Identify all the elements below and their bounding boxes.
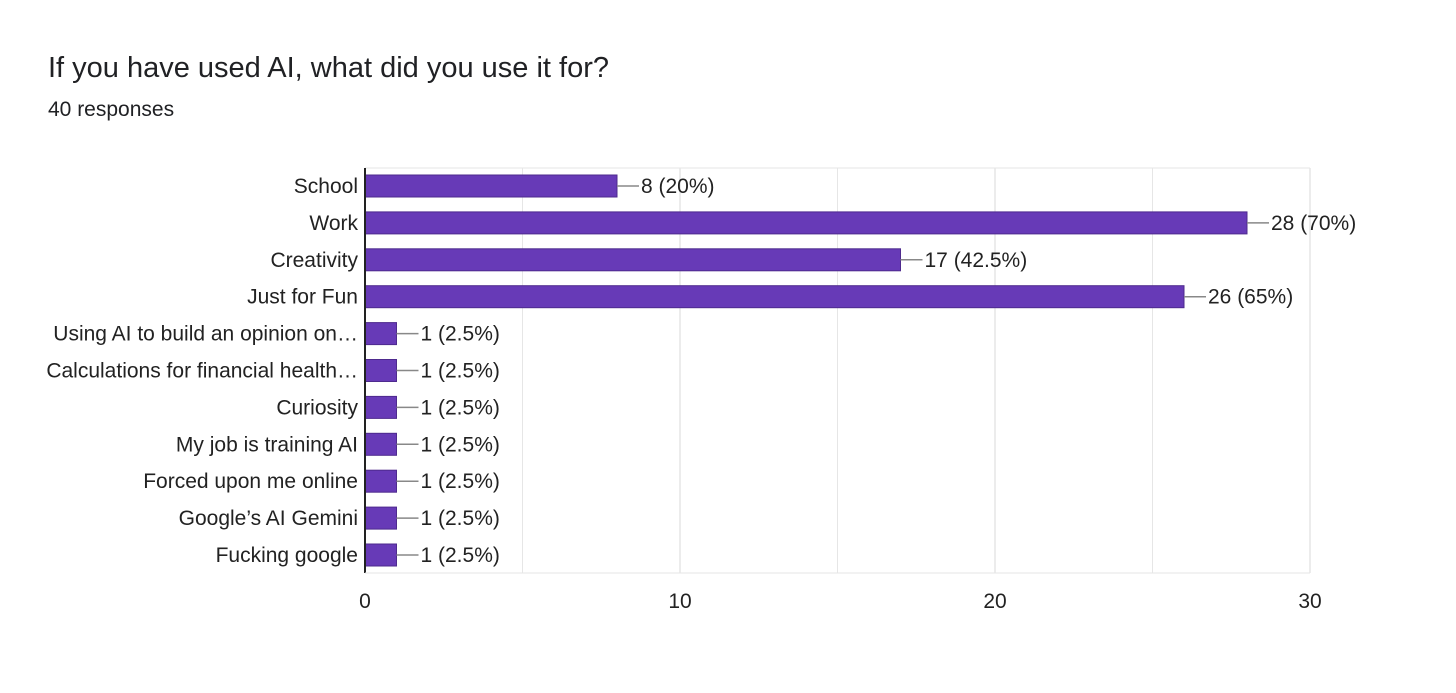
data-label: 1 (2.5%) [421,360,500,383]
category-label: My job is training AI [176,433,358,456]
response-count: 40 responses [48,98,175,121]
bar [364,469,397,493]
bar [364,174,618,198]
data-label: 1 (2.5%) [421,396,500,419]
bar [364,248,901,272]
category-label: Curiosity [276,396,358,419]
category-label: Using AI to build an opinion on… [53,323,358,346]
data-label: 28 (70%) [1271,212,1356,235]
bar [364,211,1248,235]
category-label: Fucking google [216,544,358,567]
data-label: 1 (2.5%) [421,507,500,530]
bar [364,543,397,567]
data-label: 1 (2.5%) [421,433,500,456]
category-label: Google’s AI Gemini [179,507,358,530]
x-tick-label: 30 [1298,590,1321,613]
chart-title: If you have used AI, what did you use it… [48,52,610,84]
data-label: 8 (20%) [641,175,715,198]
data-label: 1 (2.5%) [421,470,500,493]
data-label: 26 (65%) [1208,286,1293,309]
bar [364,322,397,346]
x-tick-label: 10 [668,590,691,613]
x-tick-label: 20 [983,590,1006,613]
bar [364,432,397,456]
data-label: 1 (2.5%) [421,323,500,346]
bar [364,395,397,419]
category-label: Calculations for financial health… [46,360,358,383]
data-label: 17 (42.5%) [925,249,1028,272]
category-label: Creativity [270,249,358,272]
bar [364,359,397,382]
category-label: Just for Fun [247,286,358,309]
category-label: School [294,175,358,198]
x-tick-label: 0 [359,590,371,613]
category-label: Forced upon me online [143,470,358,493]
category-label: Work [309,212,358,235]
bar [364,506,397,530]
bar [364,285,1185,309]
data-label: 1 (2.5%) [421,544,500,567]
